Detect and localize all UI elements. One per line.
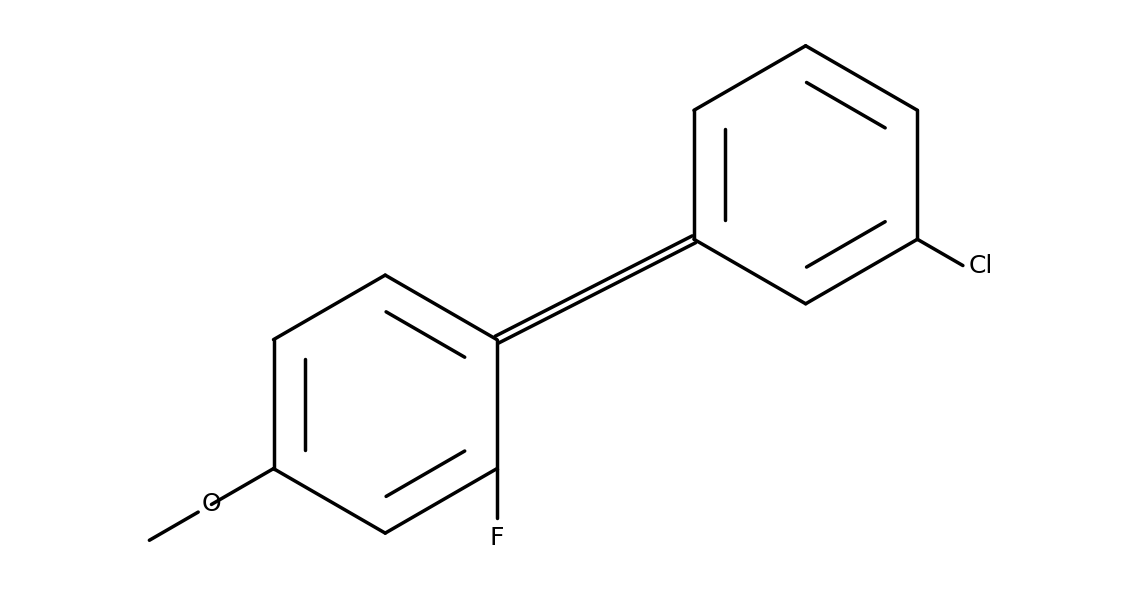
- Text: Cl: Cl: [969, 254, 992, 277]
- Text: F: F: [490, 526, 505, 550]
- Text: O: O: [201, 492, 221, 517]
